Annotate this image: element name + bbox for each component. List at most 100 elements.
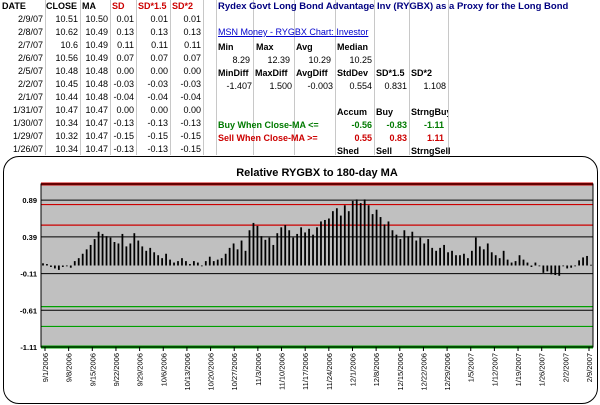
- stat-avg: 10.29: [308, 55, 331, 65]
- bar: [69, 265, 72, 268]
- bar: [550, 265, 553, 275]
- signal-shed-header: Shed: [337, 146, 360, 156]
- bar: [232, 243, 235, 266]
- bar: [109, 237, 112, 266]
- cell-sd15: -0.15: [147, 131, 168, 141]
- cell-sd: 0.07: [116, 53, 134, 63]
- sell-strong-value: 1.11: [426, 133, 444, 143]
- bar: [276, 233, 279, 266]
- bar: [212, 261, 215, 266]
- bar: [502, 250, 505, 266]
- cell-sd15: 0.13: [150, 27, 168, 37]
- bar: [431, 247, 434, 266]
- bar: [562, 265, 565, 267]
- bar: [514, 261, 517, 266]
- bar: [252, 222, 255, 266]
- cell-date: 2/2/07: [17, 79, 43, 89]
- cell-date: 1/26/07: [12, 144, 43, 154]
- bar: [196, 262, 199, 266]
- cell-sd: -0.04: [113, 92, 134, 102]
- cell-sd2: -0.15: [180, 144, 201, 154]
- bar: [236, 249, 239, 266]
- grid-line: [170, 0, 171, 155]
- bar: [125, 246, 128, 266]
- stat-sd15: 0.831: [384, 81, 407, 91]
- bar: [161, 258, 164, 266]
- cell-sd2: -0.13: [180, 118, 201, 128]
- stat-maxdiff-label: MaxDiff: [255, 68, 288, 78]
- msn-money-link[interactable]: MSN Money - RYGBX Chart: Investor: [218, 27, 369, 37]
- stat-mindiff: -1.407: [226, 81, 252, 91]
- stat-median-label: Median: [337, 42, 369, 52]
- x-tick-label: 2/9/2007: [585, 353, 594, 382]
- grid-line: [335, 0, 336, 155]
- bar: [490, 252, 493, 266]
- x-tick-label: 9/15/2006: [88, 353, 97, 386]
- bar: [482, 249, 485, 266]
- x-tick-label: 12/22/2006: [419, 353, 428, 391]
- bar: [129, 243, 132, 266]
- bar: [526, 262, 529, 266]
- bar: [455, 255, 457, 266]
- bar: [93, 239, 96, 266]
- cell-date: 1/29/07: [12, 131, 43, 141]
- cell-sd: -0.15: [113, 131, 134, 141]
- bar: [371, 214, 374, 266]
- bar: [137, 240, 140, 266]
- bar: [296, 233, 299, 266]
- x-tick-label: 1/5/2007: [467, 353, 476, 382]
- grid-line: [136, 0, 137, 155]
- cell-sd2: 0.00: [183, 66, 201, 76]
- x-tick-label: 9/8/2006: [65, 353, 74, 382]
- grid-line: [448, 0, 449, 155]
- x-tick-label: 1/26/2007: [538, 353, 547, 386]
- cell-sd15: 0.00: [150, 66, 168, 76]
- bar: [375, 209, 378, 266]
- header-sd: SD: [112, 1, 125, 11]
- bar: [439, 247, 442, 266]
- bar: [415, 240, 418, 266]
- bar: [268, 237, 271, 266]
- stat-sd15-label: SD*1.5: [376, 68, 405, 78]
- bar: [331, 211, 334, 266]
- x-tick-label: 12/8/2006: [372, 353, 381, 386]
- grid-line: [45, 0, 46, 155]
- cell-sd15: 0.00: [150, 105, 168, 115]
- bar: [506, 259, 509, 266]
- bar: [530, 265, 533, 267]
- bar: [42, 263, 44, 266]
- bar: [339, 215, 342, 266]
- bar: [248, 230, 251, 266]
- x-tick-label: 12/15/2006: [396, 353, 405, 391]
- signal-sell-header: Sell: [376, 146, 393, 156]
- bar: [145, 250, 148, 266]
- y-tick-label: 0.89: [22, 196, 37, 205]
- cell-sd2: -0.15: [180, 131, 201, 141]
- bar: [419, 237, 422, 266]
- bar: [149, 247, 152, 266]
- bar: [97, 231, 100, 266]
- bar: [359, 203, 362, 266]
- cell-sd2: 0.00: [183, 105, 201, 115]
- bar: [328, 218, 330, 266]
- cell-sd: 0.11: [117, 40, 134, 50]
- bar: [57, 265, 60, 270]
- bar: [185, 261, 187, 266]
- bar: [133, 233, 136, 266]
- stat-sd2-label: SD*2: [411, 68, 433, 78]
- stat-min-label: Min: [218, 42, 234, 52]
- bar: [165, 253, 167, 266]
- signal-strngsell-header: StrngSell: [411, 146, 451, 156]
- cell-close: 10.48: [55, 66, 78, 76]
- chart-title: Relative RYGBX to 180-day MA: [236, 167, 398, 179]
- bar: [423, 243, 426, 266]
- bar: [54, 265, 56, 269]
- chart-area: Relative RYGBX to 180-day MA 0.89 0.39 -0.1…: [3, 156, 598, 404]
- cell-sd15: -0.04: [147, 92, 168, 102]
- sell-accum-value: 0.55: [354, 133, 372, 143]
- sell-rule-label: Sell When Close-MA >=: [218, 133, 318, 143]
- cell-sd: -0.13: [113, 118, 134, 128]
- bar: [459, 255, 461, 266]
- x-tick-label: 2/2/2007: [561, 353, 570, 382]
- bar: [240, 240, 243, 266]
